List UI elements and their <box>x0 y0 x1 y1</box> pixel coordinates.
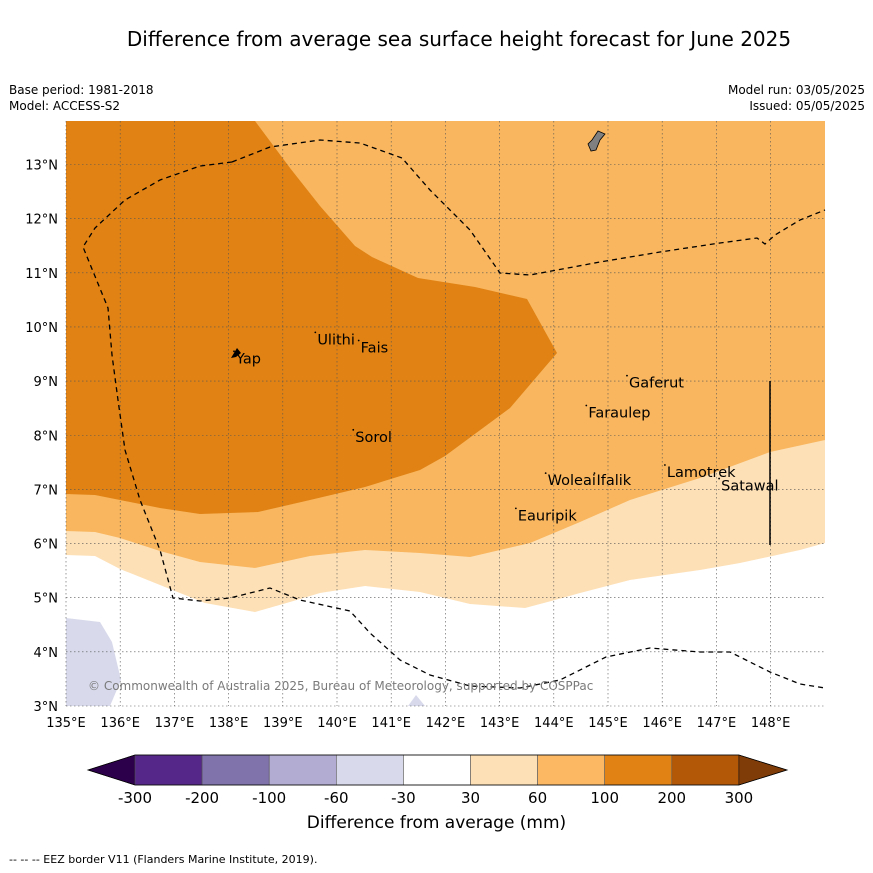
colorbar-label: -200 <box>185 789 219 807</box>
place-label-woleai: Woleai <box>548 473 596 489</box>
base-period-label: Base period: 1981-2018 <box>9 83 154 97</box>
lon-tick-label: 141°E <box>371 716 411 731</box>
colorbar-label: 100 <box>590 789 619 807</box>
colorbar-label: -30 <box>391 789 416 807</box>
place-label-sorol: Sorol <box>355 430 392 446</box>
place-labels: Yap Ulithi Fais Sorol Gaferut Faraulep Woleai I… <box>233 331 779 524</box>
copyright-notice: © Commonwealth of Australia 2025, Bureau… <box>88 679 593 693</box>
place-marker <box>544 472 547 475</box>
colorbar-cell <box>201 754 270 786</box>
lon-tick-label: 136°E <box>100 716 140 731</box>
lat-tick-label: 9°N <box>34 375 59 390</box>
colorbar-cells <box>86 754 789 786</box>
place-label-fais: Fais <box>361 340 388 356</box>
lon-tick-label: 143°E <box>480 716 520 731</box>
place-marker <box>585 404 588 407</box>
colorbar-title: Difference from average (mm) <box>306 813 567 833</box>
colorbar-cell <box>403 754 471 786</box>
colorbar-label: 300 <box>725 789 754 807</box>
place-marker <box>664 464 666 466</box>
place-label-faraulep: Faraulep <box>588 405 650 421</box>
model-label: Model: ACCESS-S2 <box>9 99 121 113</box>
lat-tick-label: 8°N <box>34 429 59 444</box>
place-marker <box>593 472 596 475</box>
lat-tick-label: 3°N <box>34 700 59 715</box>
place-marker <box>314 331 317 334</box>
colorbar-extend-high <box>738 754 788 786</box>
place-marker <box>233 350 235 353</box>
colorbar-cell <box>671 754 740 786</box>
place-marker <box>718 477 721 480</box>
lat-tick-label: 5°N <box>34 592 59 607</box>
place-label-yap: Yap <box>235 351 261 367</box>
colorbar-label: 60 <box>528 789 547 807</box>
colorbar-label: -300 <box>118 789 152 807</box>
latitude-ticks: 3°N 4°N 5°N 6°N 7°N 8°N 9°N 10°N 11°N 12°N 13°N <box>25 159 58 716</box>
lat-tick-label: 11°N <box>25 267 58 282</box>
colorbar-label: -100 <box>252 789 286 807</box>
model-run-label: Model run: 03/05/2025 <box>727 83 865 97</box>
lon-tick-label: 140°E <box>317 716 357 731</box>
lon-tick-label: 147°E <box>697 716 737 731</box>
place-label-eauripik: Eauripik <box>518 508 577 524</box>
place-marker <box>626 374 628 377</box>
lon-tick-label: 146°E <box>642 716 682 731</box>
colorbar-label: -60 <box>324 789 349 807</box>
colorbar-cell <box>268 754 337 786</box>
colorbar-label: 200 <box>657 789 686 807</box>
lon-tick-label: 148°E <box>751 716 791 731</box>
lon-tick-label: 145°E <box>588 716 628 731</box>
place-label-gaferut: Gaferut <box>629 376 684 392</box>
place-marker <box>357 339 360 342</box>
colorbar-outline <box>86 754 789 786</box>
colorbar-labels: -300 -200 -100 -60 -30 30 60 100 200 300 <box>118 789 753 807</box>
lat-tick-label: 12°N <box>25 213 58 228</box>
colorbar-cell <box>335 754 404 786</box>
meta-right: Model run: 03/05/2025 Issued: 05/05/2025 <box>728 82 865 114</box>
graticule <box>65 121 825 707</box>
band-neg-60-30 <box>66 618 425 706</box>
colorbar-extend-low <box>87 754 136 786</box>
lat-tick-label: 13°N <box>25 159 58 174</box>
band-100-200 <box>66 121 557 514</box>
lon-tick-label: 137°E <box>155 716 195 731</box>
lat-tick-label: 6°N <box>34 538 59 553</box>
colorbar-cell <box>604 754 673 786</box>
longitude-ticks: 135°E 136°E 137°E 138°E 139°E 140°E 141°E 142°E… <box>46 716 790 731</box>
eez-footnote: -- -- -- EEZ border V11 (Flanders Marine… <box>9 853 318 866</box>
lon-tick-label: 138°E <box>209 716 249 731</box>
guam-island <box>587 130 606 152</box>
colorbar-cell <box>470 754 538 786</box>
colorbar-cell <box>134 754 203 786</box>
lon-tick-label: 135°E <box>46 716 86 731</box>
eez-border-north <box>82 161 826 689</box>
eez-border-west <box>231 139 826 276</box>
colorbar-cell <box>537 754 605 786</box>
place-marker <box>514 507 517 510</box>
place-label-satawal: Satawal <box>721 479 778 495</box>
page-title: Difference from average sea surface heig… <box>126 27 792 51</box>
place-marker <box>352 428 355 431</box>
place-label-lamotrek: Lamotrek <box>667 465 736 481</box>
place-label-ifalik: Ifalik <box>596 473 631 489</box>
issued-label: Issued: 05/05/2025 <box>749 99 865 113</box>
colorbar-label: 30 <box>461 789 480 807</box>
lat-tick-label: 7°N <box>34 483 59 498</box>
lat-tick-label: 4°N <box>34 646 59 661</box>
lon-tick-label: 144°E <box>534 716 574 731</box>
lat-tick-label: 10°N <box>25 321 58 336</box>
yap-island <box>231 348 241 358</box>
place-label-ulithi: Ulithi <box>317 332 355 348</box>
meta-left: Base period: 1981-2018 Model: ACCESS-S2 <box>9 82 154 114</box>
lon-tick-label: 142°E <box>426 716 466 731</box>
lon-tick-label: 139°E <box>263 716 303 731</box>
